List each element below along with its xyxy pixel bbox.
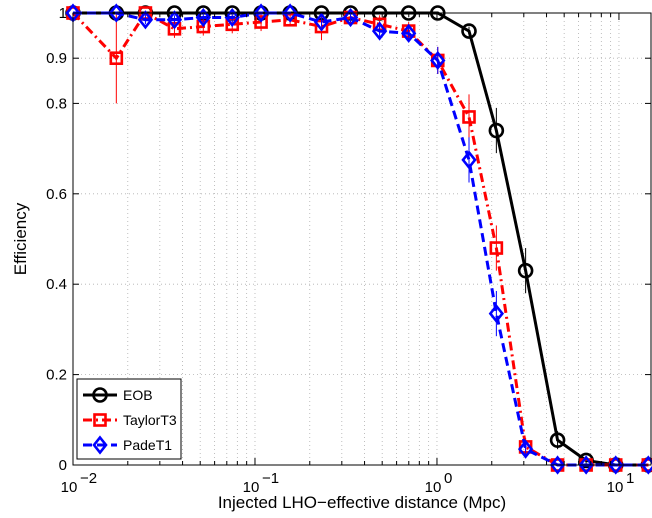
diamond-marker [224,7,240,28]
diamond-marker [313,12,330,32]
x-tick-base: 10 [61,479,78,496]
y-tick-label: 0.9 [46,50,67,67]
diamond-marker [137,10,154,30]
diamond-marker [253,3,269,23]
circle-marker [488,122,505,139]
x-tick-base: 10 [243,479,260,496]
legend-item-eob: EOB [83,387,153,403]
diamond-marker [166,10,183,30]
x-tick-label: 10−2 [61,470,97,496]
diamond-marker [430,50,446,71]
y-tick-label: 0 [59,457,67,474]
square-marker [254,15,268,29]
legend: EOB TaylorT3 PadeT1 [76,378,182,460]
diamond-marker [578,455,594,475]
x-tick-exponent: −2 [80,470,97,487]
circle-marker [92,387,108,403]
x-axis-label: Injected LHO−effective distance (Mpc) [218,493,506,512]
series-line [73,11,649,467]
series-padet1 [65,3,652,475]
x-tick-exponent: −1 [262,470,279,487]
legend-label: TaylorT3 [123,412,177,428]
legend-item-padet1: PadeT1 [83,435,172,455]
diamond-marker [282,3,298,23]
x-tick-exponent: 0 [444,470,452,487]
diamond-marker [401,23,417,43]
x-tick-label: 101 [607,470,635,496]
x-tick-label: 10−1 [243,470,279,496]
circle-marker [461,23,477,39]
square-marker [93,413,107,427]
diamond-marker [92,435,108,455]
y-tick-label: 0.2 [46,367,67,384]
plot-frame [72,12,652,466]
x-tick-exponent: 1 [626,470,634,487]
y-tick-label: 0.8 [46,95,67,112]
legend-label: EOB [123,387,153,403]
diamond-marker [461,150,477,170]
square-marker [109,51,124,66]
diamond-marker [517,439,534,459]
square-marker [489,241,504,255]
x-tick-label: 100 [425,470,453,496]
legend-item-taylort3: TaylorT3 [83,412,177,428]
x-tick-base: 10 [607,479,624,496]
y-tick-label: 0.6 [46,186,67,203]
y-tick-label: 0.4 [46,276,67,293]
diamond-marker [342,7,359,28]
y-axis-label: Efficiency [11,202,30,275]
circle-marker [549,432,566,448]
square-marker [462,110,476,124]
x-tick-base: 10 [425,479,442,496]
diamond-marker [108,3,124,23]
series-layer [65,3,652,475]
y-tick-label: 1 [59,5,67,22]
circle-marker [517,262,534,279]
diamond-marker [195,7,211,28]
diamond-marker [549,455,566,475]
diamond-marker [640,455,652,475]
diamond-marker [371,21,388,41]
diamond-marker [608,455,624,475]
diamond-marker [488,303,505,324]
legend-label: PadeT1 [123,437,172,453]
